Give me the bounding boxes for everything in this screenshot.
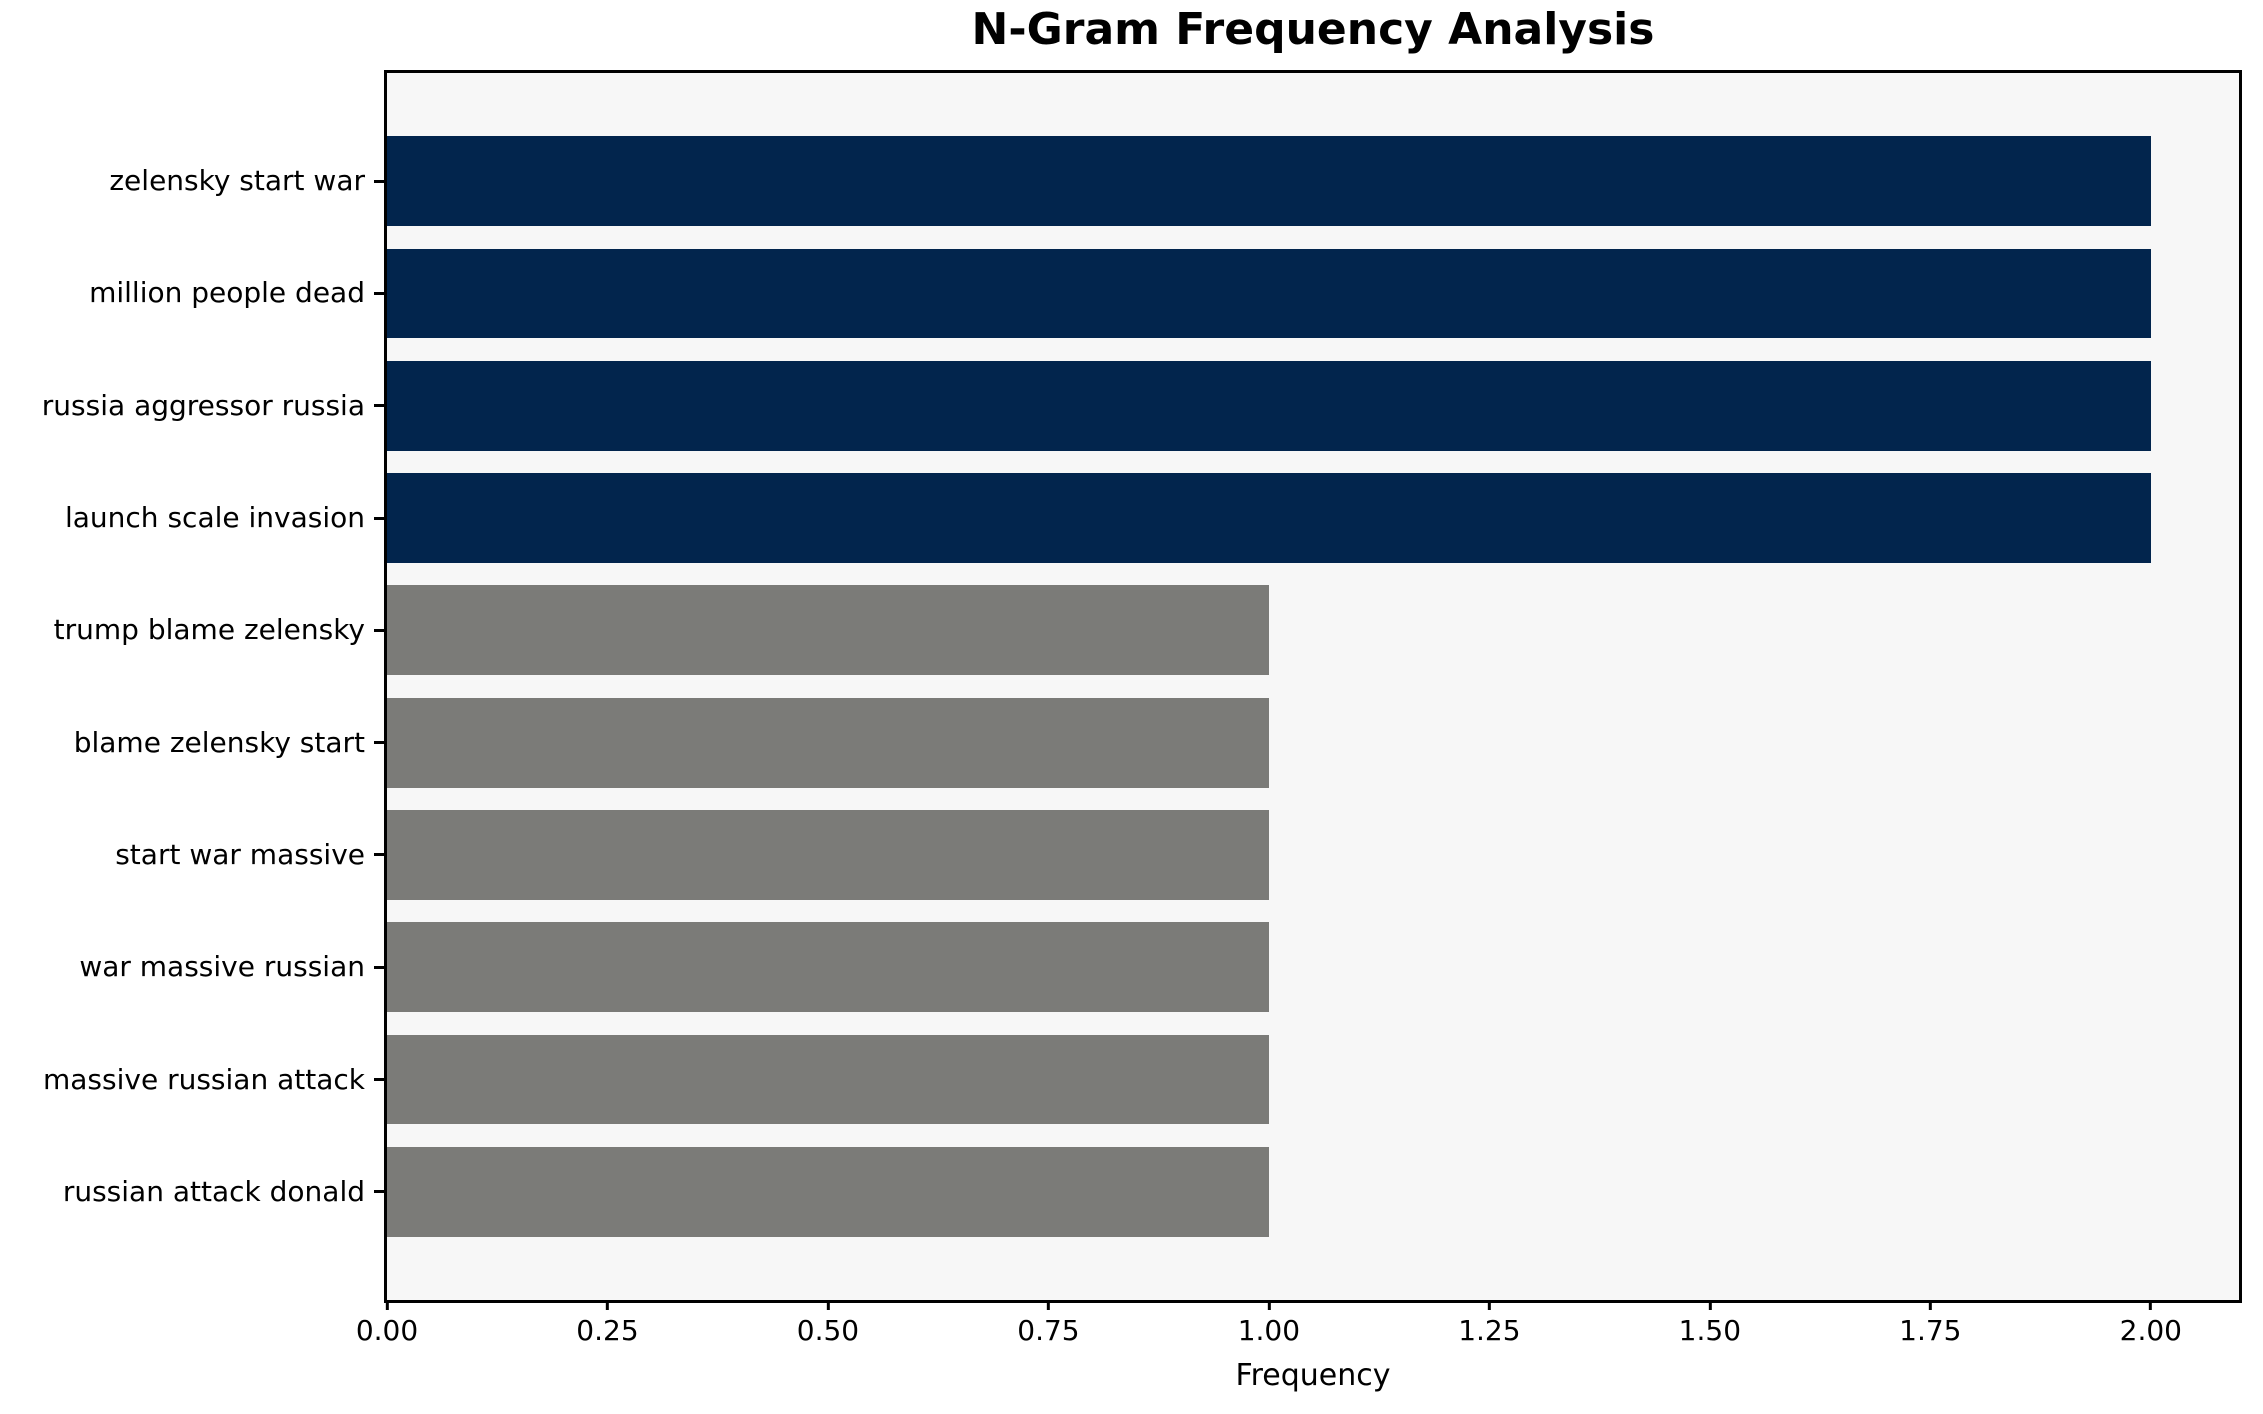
bar-row: massive russian attack <box>43 1023 2239 1135</box>
x-tick-label: 2.00 <box>2119 1314 2182 1347</box>
x-tick: 0.75 <box>1017 1300 1080 1347</box>
bar <box>387 810 1269 900</box>
x-tick-label: 1.75 <box>1899 1314 1962 1347</box>
x-tick-mark <box>1708 1300 1712 1310</box>
bar-row: zelensky start war <box>109 125 2239 237</box>
x-tick-mark <box>1267 1300 1271 1310</box>
y-tick-mark <box>374 965 384 969</box>
x-tick: 1.75 <box>1899 1300 1962 1347</box>
x-tick-mark <box>1928 1300 1932 1310</box>
bar-row: blame zelensky start <box>74 686 2239 798</box>
y-tick-label: russian attack donald <box>62 1174 365 1208</box>
y-tick-label: blame zelensky start <box>73 725 365 759</box>
chart-title: N-Gram Frequency Analysis <box>971 4 1655 55</box>
x-tick-label: 1.25 <box>1458 1314 1521 1347</box>
bar <box>387 1146 1269 1237</box>
y-tick-mark <box>374 179 384 183</box>
bar-row: launch scale invasion <box>65 462 2239 574</box>
y-tick-mark <box>374 404 384 408</box>
plot-area: zelensky start war million people dead rus… <box>42 70 2242 1345</box>
x-tick-label: 1.50 <box>1678 1314 1742 1347</box>
y-tick-label: trump blame zelensky <box>53 613 365 647</box>
y-tick-label: start war massive <box>115 837 365 871</box>
bar-row: start war massive <box>115 799 2239 911</box>
y-tick-mark <box>374 628 384 632</box>
x-tick: 1.25 <box>1458 1300 1521 1347</box>
y-tick-mark <box>374 741 384 745</box>
bar <box>387 360 2151 451</box>
x-tick: 1.50 <box>1679 1300 1741 1345</box>
y-tick-mark <box>374 853 384 857</box>
x-tick: 0.25 <box>576 1300 639 1347</box>
x-tick: 2.00 <box>2120 1300 2182 1345</box>
y-tick-mark <box>374 1078 384 1082</box>
bar <box>387 136 2151 227</box>
x-tick-mark <box>605 1300 609 1310</box>
bar <box>387 1034 1269 1125</box>
bar-row: trump blame zelensky <box>54 574 2239 686</box>
bar <box>387 922 1269 1013</box>
x-tick-mark <box>826 1300 830 1310</box>
y-tick-label: massive russian attack <box>43 1062 365 1096</box>
bars-container: zelensky start war million people dead rus… <box>42 73 2239 1300</box>
bar-row: russia aggressor russia <box>42 350 2239 462</box>
y-tick-label: zelensky start war <box>109 164 365 198</box>
bar-row: war massive russian <box>79 911 2239 1023</box>
bar <box>387 473 2151 563</box>
x-tick-mark <box>385 1300 389 1310</box>
bar <box>387 585 1269 676</box>
x-tick-mark <box>2149 1300 2153 1310</box>
y-tick-label: launch scale invasion <box>64 501 365 535</box>
bar-row: russian attack donald <box>63 1136 2239 1248</box>
y-tick-mark <box>374 516 384 520</box>
y-tick-label: war massive russian <box>79 950 365 984</box>
x-tick-label: 0.75 <box>1017 1314 1080 1347</box>
x-tick: 0.50 <box>797 1300 859 1345</box>
x-tick: 1.00 <box>1238 1300 1300 1345</box>
bar <box>387 248 2151 339</box>
x-tick-label: 0.00 <box>355 1314 419 1347</box>
x-axis-label: Frequency <box>1235 1358 1391 1393</box>
x-tick: 0.00 <box>356 1300 418 1345</box>
x-tick-mark <box>1487 1300 1491 1310</box>
bar-row: million people dead <box>89 237 2239 349</box>
y-tick-mark <box>374 291 384 295</box>
y-tick-label: russia aggressor russia <box>41 388 365 422</box>
y-tick-label: million people dead <box>89 276 365 310</box>
x-tick-label: 0.25 <box>576 1314 639 1347</box>
x-tick-label: 0.50 <box>796 1314 860 1347</box>
bar <box>387 697 1269 788</box>
y-tick-mark <box>374 1190 384 1194</box>
x-tick-mark <box>1046 1300 1050 1310</box>
x-tick-label: 1.00 <box>1237 1314 1301 1347</box>
